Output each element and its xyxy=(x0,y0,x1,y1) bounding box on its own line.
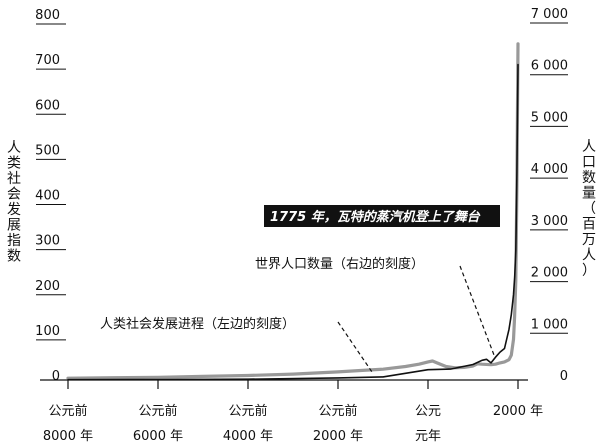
population-leader-line xyxy=(459,265,495,356)
right-tick-label: 7 000 xyxy=(531,7,568,22)
population-line xyxy=(67,63,519,381)
left-tick-label: 100 xyxy=(35,324,60,339)
x-tick-label-line1: 公元前 xyxy=(228,403,267,419)
right-tick-label: 1 000 xyxy=(531,317,568,332)
x-tick-label-line2: 2000 年 xyxy=(313,429,363,444)
right-tick-label: 2 000 xyxy=(531,266,568,281)
x-tick-label-line2: 8000 年 xyxy=(43,429,93,444)
left-tick-label: 600 xyxy=(35,98,60,113)
x-tick-label-line1: 2000 年 xyxy=(493,404,543,419)
x-tick-label-line2: 4000 年 xyxy=(223,429,273,444)
right-tick-label: 5 000 xyxy=(531,110,568,125)
x-tick-label-line2: 6000 年 xyxy=(133,429,183,444)
steam-engine-banner xyxy=(264,205,500,227)
x-tick-label-line2: 元年 xyxy=(415,429,441,444)
right-axis-ticks: 0 1 000 2 000 3 000 4 000 5 000 6 000 7 000 xyxy=(530,7,568,384)
development-leader-line xyxy=(337,321,373,373)
steam-engine-banner-text: 1775 年，瓦特的蒸汽机登上了舞台 xyxy=(270,209,481,225)
population-series-label: 世界人口数量（右边的刻度） xyxy=(255,256,424,272)
series-layer xyxy=(66,42,520,381)
left-tick-label: 400 xyxy=(35,189,60,204)
left-tick-label: 800 xyxy=(35,8,60,23)
right-tick-label: 0 xyxy=(560,369,568,384)
left-tick-label: 0 xyxy=(52,369,60,384)
left-axis-ticks: 0 100 200 300 400 500 600 700 800 xyxy=(35,8,66,384)
right-tick-label: 6 000 xyxy=(531,59,568,74)
x-tick-label-line1: 公元前 xyxy=(48,403,87,419)
left-tick-label: 300 xyxy=(35,234,60,249)
right-tick-label: 4 000 xyxy=(531,162,568,177)
x-tick-label-line1: 公元 xyxy=(415,404,441,419)
right-tick-label: 3 000 xyxy=(531,214,568,229)
left-tick-label: 700 xyxy=(35,53,60,68)
left-tick-label: 500 xyxy=(35,143,60,158)
left-axis-label: 人类社会发展指数 xyxy=(7,140,21,265)
development-series-label: 人类社会发展进程（左边的刻度） xyxy=(100,316,295,332)
left-tick-label: 200 xyxy=(35,279,60,294)
x-tick-label-line1: 公元前 xyxy=(138,403,177,419)
x-tick-label-line1: 公元前 xyxy=(318,403,357,419)
right-axis-label: 人口数量（百万人） xyxy=(582,139,596,279)
